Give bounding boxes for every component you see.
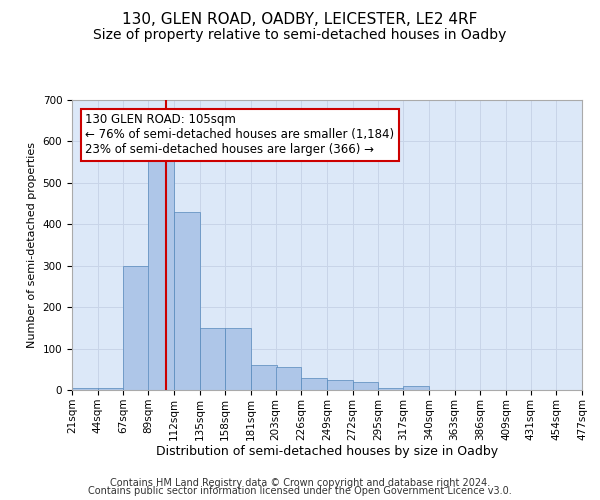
Bar	[403, 386, 429, 390]
Bar	[98, 388, 124, 390]
Bar	[199, 328, 225, 390]
X-axis label: Distribution of semi-detached houses by size in Oadby: Distribution of semi-detached houses by …	[156, 446, 498, 458]
Text: Size of property relative to semi-detached houses in Oadby: Size of property relative to semi-detach…	[94, 28, 506, 42]
Bar	[379, 388, 404, 390]
Bar	[301, 378, 327, 390]
Bar	[353, 382, 379, 390]
Bar	[225, 328, 251, 390]
Text: Contains HM Land Registry data © Crown copyright and database right 2024.: Contains HM Land Registry data © Crown c…	[110, 478, 490, 488]
Bar	[327, 380, 353, 390]
Text: 130 GLEN ROAD: 105sqm
← 76% of semi-detached houses are smaller (1,184)
23% of s: 130 GLEN ROAD: 105sqm ← 76% of semi-deta…	[85, 114, 395, 156]
Bar	[275, 367, 301, 390]
Y-axis label: Number of semi-detached properties: Number of semi-detached properties	[27, 142, 37, 348]
Text: Contains public sector information licensed under the Open Government Licence v3: Contains public sector information licen…	[88, 486, 512, 496]
Bar	[148, 146, 174, 390]
Bar	[72, 388, 98, 390]
Bar	[251, 365, 277, 390]
Bar	[174, 212, 199, 390]
Text: 130, GLEN ROAD, OADBY, LEICESTER, LE2 4RF: 130, GLEN ROAD, OADBY, LEICESTER, LE2 4R…	[122, 12, 478, 28]
Bar	[124, 266, 149, 390]
